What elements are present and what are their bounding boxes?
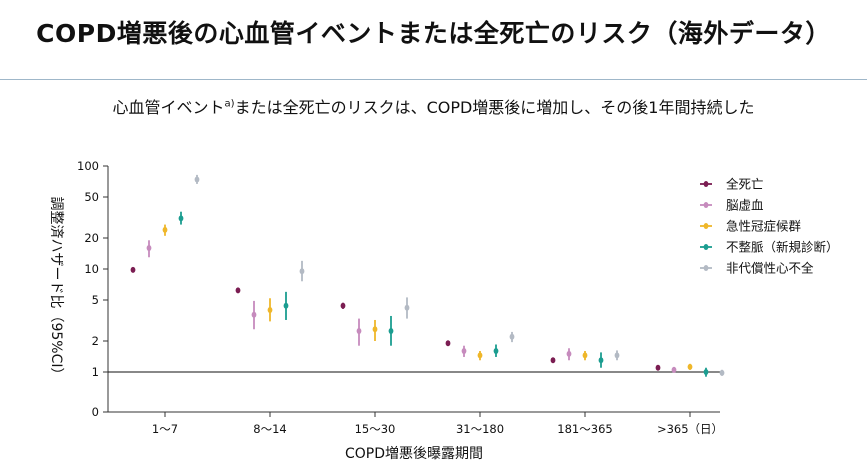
data-point [687,363,693,370]
x-tick-label: 8～14 [253,422,286,436]
legend-label: 急性冠症候群 [726,219,802,234]
data-point [340,302,346,309]
data-point [388,328,394,335]
title-divider [0,79,867,80]
series-group [130,266,661,371]
data-point [461,347,467,354]
series-group [146,240,677,373]
y-axis-label: 調整済ハザード比（95%CI） [48,196,64,381]
series-group [162,224,693,370]
y-tick-label: 20 [84,231,99,245]
legend-label: 全死亡 [726,177,764,192]
data-point [372,326,378,333]
data-point [493,347,499,354]
y-tick-label: 50 [84,190,99,204]
legend-label: 非代償性心不全 [726,261,814,276]
data-point [251,311,257,318]
y-tick-label: 100 [77,159,99,173]
x-tick-label: 31～180 [456,422,504,436]
data-point [671,366,677,373]
x-tick-label: >365（日） [657,422,723,436]
series-group [194,174,725,376]
data-point [509,333,515,340]
subtitle-text-rest: または全死亡のリスクは、COPD増悪後に増加し、その後1年間持続した [234,98,755,117]
subtitle-text: 心血管イベント [112,98,225,117]
data-point [178,215,184,222]
legend-swatch-dot [703,244,709,250]
y-tick-label: 0 [92,405,99,419]
legend-swatch-dot [703,265,709,271]
data-point [194,176,200,183]
data-point [356,328,362,335]
x-tick-label: 15～30 [355,422,396,436]
y-tick-label: 10 [84,262,99,276]
legend-label: 不整脈（新規診断） [726,240,839,255]
x-axis-label: COPD増悪後曝露期間 [345,446,483,462]
data-point [582,352,588,359]
series-group [178,211,709,377]
data-point [299,268,305,275]
y-tick-label: 5 [92,293,99,307]
subtitle-footnote-marker: a) [224,98,235,110]
data-point [655,364,661,371]
page-title: COPD増悪後の心血管イベントまたは全死亡のリスク（海外データ） [36,19,831,48]
legend-swatch-dot [703,223,709,229]
data-point [719,369,725,376]
data-point [550,357,556,364]
data-point [235,287,241,294]
data-point [598,357,604,364]
data-point [162,226,168,233]
data-point [703,369,709,375]
data-point [404,304,410,311]
data-point [283,302,289,309]
legend-swatch-dot [703,202,709,208]
y-tick-label: 1 [92,365,99,379]
data-point [146,244,152,251]
chart-subtitle: 心血管イベントa)または全死亡のリスクは、COPD増悪後に増加し、その後1年間持… [0,94,867,118]
data-point [614,352,620,359]
x-tick-label: 181～365 [557,422,612,436]
legend-swatch-dot [703,181,709,187]
data-point [566,350,572,357]
data-point [445,340,451,347]
data-point [267,306,273,313]
x-tick-label: 1～7 [152,422,178,436]
data-point [130,266,136,273]
data-point [477,352,483,359]
legend-label: 脳虚血 [726,198,764,213]
y-tick-label: 2 [92,334,99,348]
